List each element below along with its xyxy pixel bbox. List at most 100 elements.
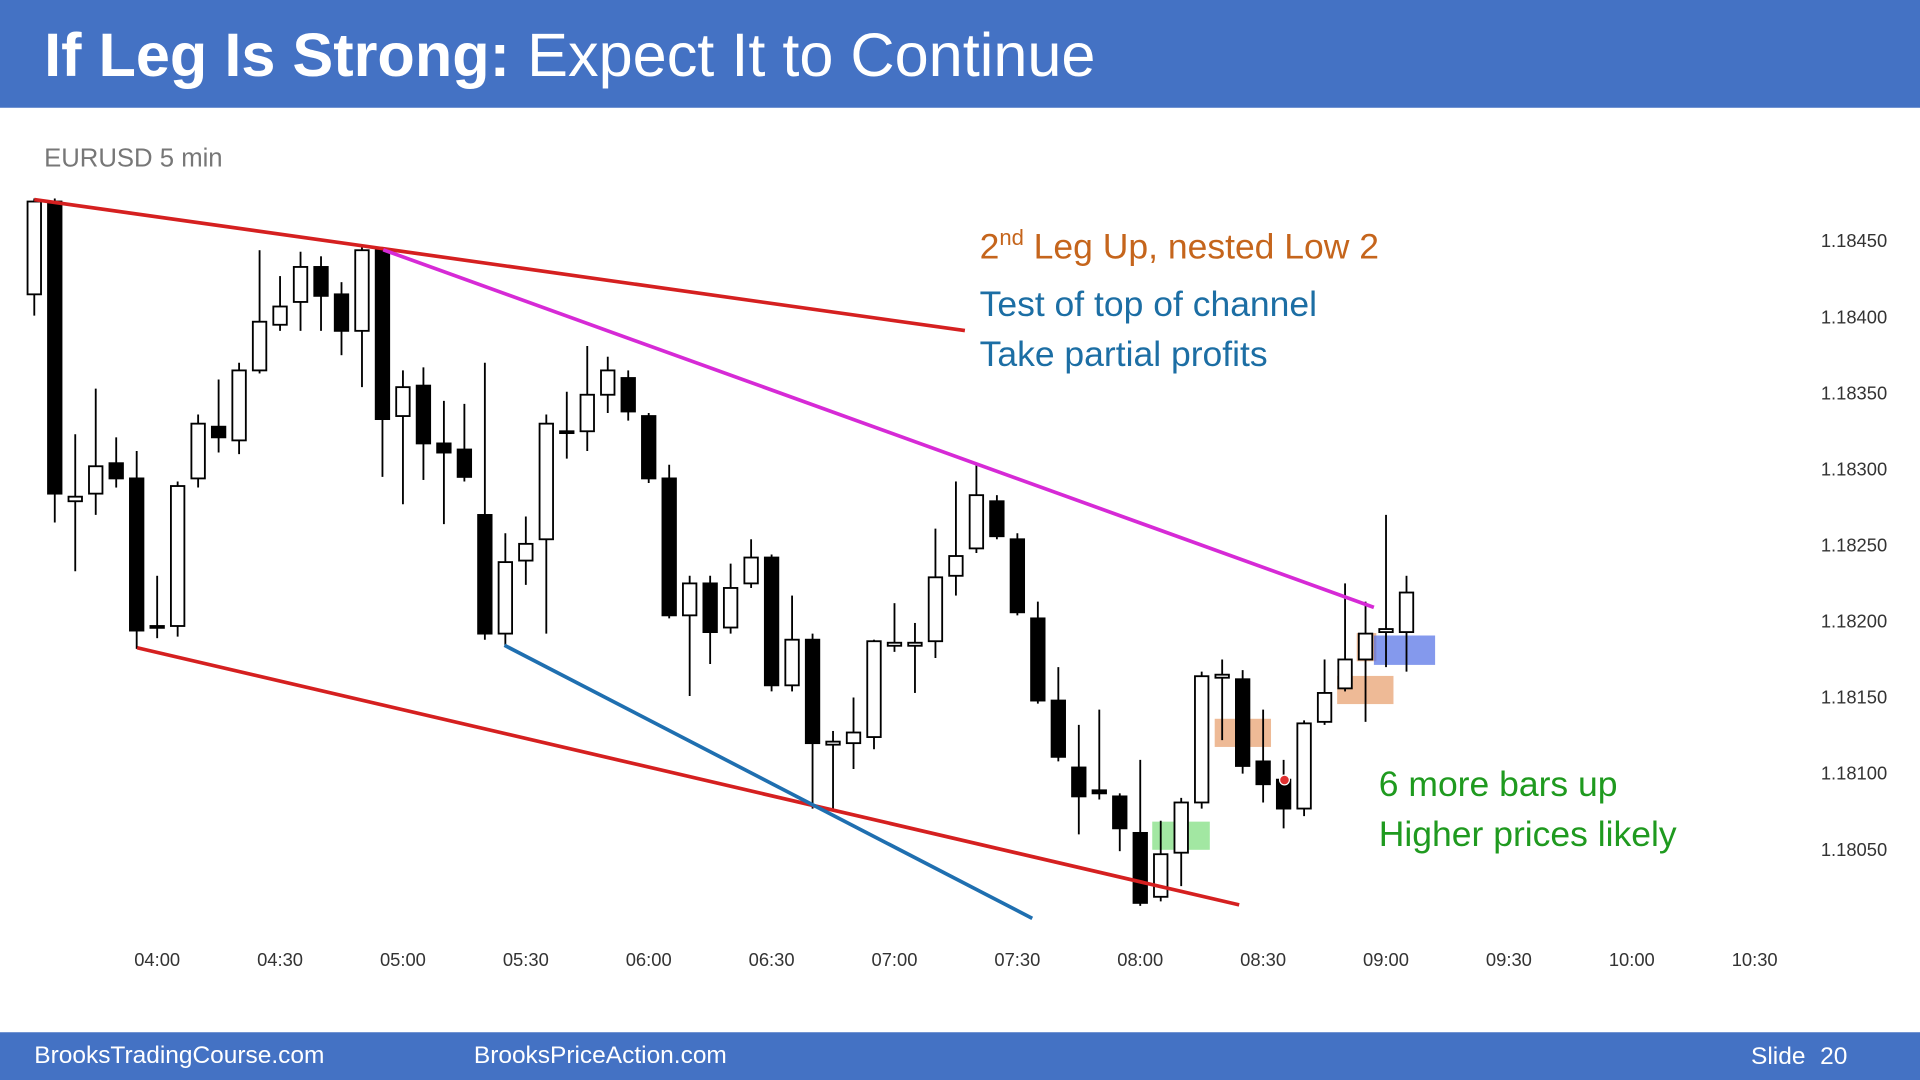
candle-body bbox=[47, 200, 63, 495]
candle-body bbox=[784, 638, 800, 687]
x-tick-label: 08:30 bbox=[1240, 949, 1286, 970]
y-tick-label: 1.18200 bbox=[1821, 611, 1887, 632]
annotation-sup: nd bbox=[999, 225, 1024, 250]
candle-body bbox=[88, 465, 104, 495]
candle-body bbox=[1235, 678, 1251, 767]
candle-body bbox=[1071, 766, 1087, 798]
candle-body bbox=[1398, 591, 1415, 634]
x-tick-label: 07:00 bbox=[872, 949, 918, 970]
candle-body bbox=[538, 422, 554, 541]
trend-line bbox=[503, 643, 1034, 920]
candle-body bbox=[600, 369, 616, 396]
footer-center: BrooksPriceAction.com bbox=[474, 1042, 727, 1069]
candle-body bbox=[1378, 628, 1394, 634]
x-tick-label: 08:00 bbox=[1117, 949, 1163, 970]
annotations: 2nd Leg Up, nested Low 2 Test of top of ch… bbox=[980, 225, 1677, 854]
x-tick-label: 09:30 bbox=[1486, 949, 1532, 970]
candle-body bbox=[26, 200, 42, 296]
annotation: Higher prices likely bbox=[1379, 814, 1677, 854]
candle-body bbox=[886, 641, 903, 647]
candle-body bbox=[436, 442, 452, 454]
candle-body bbox=[1132, 831, 1148, 904]
candle-body bbox=[231, 369, 247, 442]
candle-body bbox=[149, 625, 165, 629]
trend-line bbox=[34, 197, 966, 333]
candle-body bbox=[1153, 853, 1169, 898]
annotation-part: Leg Up, nested Low 2 bbox=[1034, 226, 1379, 266]
candle-body bbox=[1112, 795, 1128, 830]
candle-body bbox=[1337, 658, 1353, 690]
x-tick-label: 06:30 bbox=[749, 949, 795, 970]
candle-body bbox=[1050, 699, 1066, 758]
candle-body bbox=[292, 266, 309, 303]
candle-body bbox=[1296, 722, 1312, 810]
x-tick-label: 10:00 bbox=[1609, 949, 1655, 970]
marker-dot bbox=[1278, 774, 1291, 786]
y-tick-label: 1.18100 bbox=[1821, 763, 1887, 784]
candle-body bbox=[374, 249, 391, 421]
candle-body bbox=[763, 556, 780, 687]
x-tick-label: 04:30 bbox=[257, 949, 303, 970]
trend-line bbox=[136, 645, 1240, 907]
candle-body bbox=[518, 542, 534, 562]
candle-body bbox=[415, 384, 432, 445]
title-rest: Expect It to Continue bbox=[527, 21, 1095, 89]
candle-body bbox=[948, 555, 964, 577]
title-bold: If Leg Is Strong: bbox=[44, 21, 510, 89]
candle-body bbox=[477, 514, 493, 635]
slide-number: Slide 20 bbox=[1751, 1043, 1847, 1070]
x-tick-label: 05:00 bbox=[380, 949, 426, 970]
candle-body bbox=[825, 740, 841, 746]
candle-body bbox=[641, 415, 657, 480]
candle-body bbox=[682, 582, 698, 617]
plot: 1.18050 1.18100 1.18150 1.18200 1.18250 1.183… bbox=[26, 198, 1887, 970]
slide-label: Slide bbox=[1751, 1043, 1805, 1070]
candle-body bbox=[190, 422, 206, 480]
candle-body bbox=[129, 477, 145, 632]
header-bar bbox=[0, 0, 1920, 108]
candle-body bbox=[108, 462, 124, 480]
x-tick-label: 07:30 bbox=[994, 949, 1040, 970]
y-tick-label: 1.18050 bbox=[1821, 839, 1887, 860]
x-tick-label: 04:00 bbox=[134, 949, 180, 970]
candle-body bbox=[169, 485, 186, 627]
candle-body bbox=[1173, 801, 1189, 854]
candle-body bbox=[1214, 673, 1230, 679]
slide-num: 20 bbox=[1820, 1043, 1847, 1070]
candle-body bbox=[333, 293, 350, 332]
x-tick-label: 06:00 bbox=[626, 949, 672, 970]
candle-body bbox=[1255, 760, 1271, 786]
x-tick-label: 10:30 bbox=[1732, 949, 1778, 970]
candle-body bbox=[927, 576, 944, 643]
candle-body bbox=[661, 477, 677, 617]
annotation: 6 more bars up bbox=[1379, 764, 1618, 804]
annotation-part: 2 bbox=[980, 226, 1000, 266]
candle-body bbox=[210, 425, 227, 439]
candle-body bbox=[1357, 632, 1374, 661]
x-tick-label: 09:00 bbox=[1363, 949, 1409, 970]
candle-body bbox=[251, 320, 268, 372]
candle-body bbox=[968, 494, 985, 550]
candle-body bbox=[1194, 675, 1210, 804]
candle-body bbox=[354, 249, 370, 332]
y-tick-label: 1.18350 bbox=[1821, 382, 1887, 403]
highlight-box bbox=[1373, 635, 1436, 665]
trend-line bbox=[382, 248, 1375, 610]
candle-body bbox=[395, 386, 411, 417]
candle-body bbox=[845, 731, 862, 745]
candle-body bbox=[579, 393, 595, 433]
slide-title: If Leg Is Strong: Expect It to Continue bbox=[44, 21, 1095, 89]
candle-body bbox=[559, 430, 575, 435]
candle-body bbox=[456, 448, 473, 478]
annotation: 2nd Leg Up, nested Low 2 bbox=[980, 225, 1379, 266]
y-tick-label: 1.18300 bbox=[1821, 458, 1887, 479]
candle-body bbox=[67, 495, 83, 503]
candle-body bbox=[804, 638, 821, 745]
candle-body bbox=[620, 377, 636, 413]
candle-body bbox=[989, 500, 1005, 538]
y-tick-label: 1.18150 bbox=[1821, 687, 1887, 708]
candle-body bbox=[272, 305, 288, 326]
